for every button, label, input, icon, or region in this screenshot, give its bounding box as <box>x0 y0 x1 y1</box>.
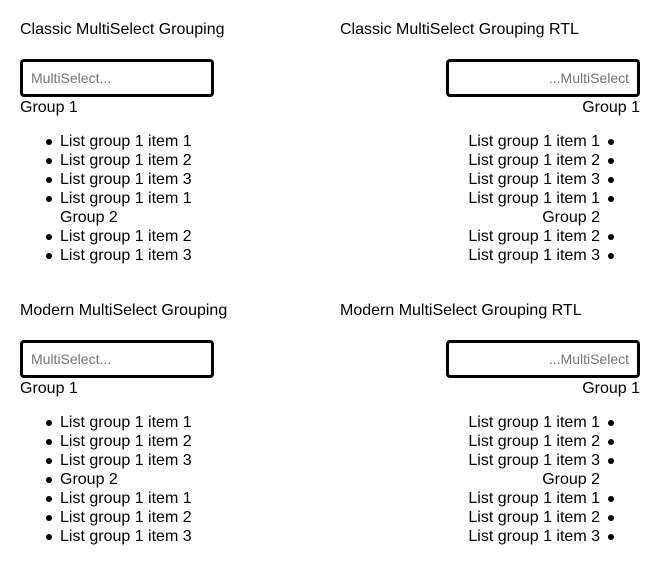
bullet-icon <box>46 177 52 183</box>
list-item[interactable]: List group 1 item 1 <box>20 489 320 508</box>
bullet-icon <box>46 439 52 445</box>
bullet-icon <box>608 177 614 183</box>
bullet-icon <box>608 515 614 521</box>
panel-title: Modern MultiSelect Grouping RTL <box>340 302 582 319</box>
multiselect-input[interactable] <box>446 340 640 378</box>
bullet-icon <box>608 234 614 240</box>
option-list: List group 1 item 1 List group 1 item 2 … <box>340 413 640 546</box>
bullet-icon <box>608 139 614 145</box>
option-list: List group 1 item 1 List group 1 item 2 … <box>20 132 320 265</box>
list-item[interactable]: List group 1 item 3 <box>340 527 640 546</box>
group-header: Group 2 <box>60 209 118 226</box>
group-header: Group 1 <box>20 380 78 397</box>
multiselect-input[interactable] <box>446 59 640 97</box>
list-item[interactable]: List group 1 item 2 <box>20 432 320 451</box>
bullet-icon <box>46 196 52 202</box>
bullet-icon <box>46 420 52 426</box>
list-item[interactable]: List group 1 item 1 <box>340 413 640 432</box>
bullet-icon <box>608 420 614 426</box>
list-item[interactable]: List group 1 item 2 <box>340 432 640 451</box>
bullet-icon <box>46 458 52 464</box>
list-item[interactable]: List group 1 item 2 <box>20 151 320 170</box>
bullet-icon <box>46 534 52 540</box>
list-item[interactable]: List group 1 item 1 <box>340 132 640 151</box>
group-header: Group 1 <box>582 99 640 116</box>
bullet-icon <box>608 158 614 164</box>
list-item[interactable]: List group 1 item 3 <box>340 451 640 470</box>
list-item[interactable]: List group 1 item 3 <box>20 170 320 189</box>
list-item[interactable]: List group 1 item 2 <box>340 151 640 170</box>
list-item[interactable]: List group 1 item 2 <box>20 227 320 246</box>
bullet-icon <box>46 515 52 521</box>
list-item[interactable]: List group 1 item 3 <box>20 527 320 546</box>
bullet-icon <box>608 534 614 540</box>
bullet-icon <box>46 253 52 259</box>
multiselect-input[interactable] <box>20 59 214 97</box>
list-item[interactable]: List group 1 item 1 <box>340 489 640 508</box>
bullet-icon <box>46 496 52 502</box>
group-header: Group 1 <box>20 99 78 116</box>
list-item[interactable]: List group 1 item 1 <box>20 189 320 208</box>
list-item[interactable]: List group 1 item 3 <box>20 451 320 470</box>
list-item[interactable]: List group 1 item 3 <box>340 246 640 265</box>
list-item[interactable]: List group 1 item 1 <box>340 189 640 208</box>
bullet-icon <box>46 477 52 483</box>
bullet-icon <box>46 139 52 145</box>
bullet-icon <box>608 458 614 464</box>
bullet-icon <box>608 196 614 202</box>
list-item[interactable]: List group 1 item 3 <box>340 170 640 189</box>
group-header-item: Group 2 <box>542 471 600 488</box>
list-item[interactable]: List group 1 item 1 <box>20 132 320 151</box>
bullet-icon <box>608 439 614 445</box>
panel-title: Modern MultiSelect Grouping <box>20 302 228 319</box>
list-item[interactable]: List group 1 item 2 <box>340 227 640 246</box>
bullet-icon <box>608 496 614 502</box>
bullet-icon <box>608 253 614 259</box>
list-item[interactable]: List group 1 item 3 <box>20 246 320 265</box>
group-header-item: Group 2 <box>20 470 320 489</box>
bullet-icon <box>46 234 52 240</box>
group-header: Group 2 <box>542 209 600 226</box>
group-header: Group 1 <box>582 380 640 397</box>
multiselect-input[interactable] <box>20 340 214 378</box>
panel-title: Classic MultiSelect Grouping <box>20 21 225 38</box>
bullet-icon <box>46 158 52 164</box>
panel-title: Classic MultiSelect Grouping RTL <box>340 21 579 38</box>
option-list: List group 1 item 1 List group 1 item 2 … <box>20 413 320 546</box>
option-list: List group 1 item 1 List group 1 item 2 … <box>340 132 640 265</box>
list-item[interactable]: List group 1 item 1 <box>20 413 320 432</box>
list-item[interactable]: List group 1 item 2 <box>20 508 320 527</box>
list-item[interactable]: List group 1 item 2 <box>340 508 640 527</box>
